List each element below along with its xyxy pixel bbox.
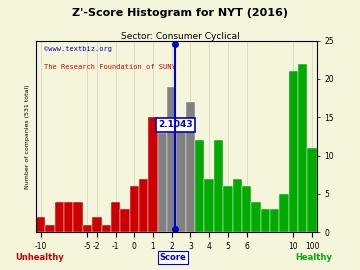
Text: ©www.textbiz.org: ©www.textbiz.org	[44, 46, 112, 52]
Text: Score: Score	[159, 253, 186, 262]
Bar	[233, 178, 242, 232]
Bar	[298, 63, 307, 232]
Bar	[223, 186, 233, 232]
Bar	[92, 217, 102, 232]
Bar	[261, 209, 270, 232]
Bar	[111, 201, 120, 232]
Bar	[307, 148, 317, 232]
Bar	[148, 117, 158, 232]
Text: Z'-Score Histogram for NYT (2016): Z'-Score Histogram for NYT (2016)	[72, 8, 288, 18]
Bar	[195, 140, 204, 232]
Bar	[55, 201, 64, 232]
Text: Sector: Consumer Cyclical: Sector: Consumer Cyclical	[121, 32, 239, 41]
Bar	[73, 201, 83, 232]
Bar	[102, 225, 111, 232]
Bar	[214, 140, 223, 232]
Bar	[139, 178, 148, 232]
Bar	[186, 102, 195, 232]
Bar	[64, 201, 73, 232]
Bar	[36, 217, 45, 232]
Text: 2.1043: 2.1043	[158, 120, 193, 129]
Text: Healthy: Healthy	[295, 253, 332, 262]
Bar	[167, 86, 176, 232]
Bar	[176, 125, 186, 232]
Text: The Research Foundation of SUNY: The Research Foundation of SUNY	[44, 63, 176, 69]
Bar	[130, 186, 139, 232]
Bar	[204, 178, 214, 232]
Bar	[158, 133, 167, 232]
Bar	[242, 186, 251, 232]
Bar	[251, 201, 261, 232]
Bar	[45, 225, 55, 232]
Bar	[83, 225, 92, 232]
Y-axis label: Number of companies (531 total): Number of companies (531 total)	[26, 84, 31, 189]
Bar	[289, 71, 298, 232]
Bar	[279, 194, 289, 232]
Bar	[270, 209, 279, 232]
Text: Unhealthy: Unhealthy	[15, 253, 64, 262]
Bar	[120, 209, 130, 232]
